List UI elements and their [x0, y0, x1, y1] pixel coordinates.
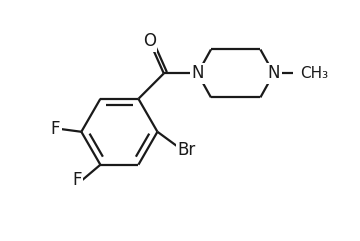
Text: O: O	[143, 32, 156, 50]
Text: CH₃: CH₃	[300, 66, 328, 81]
Text: Br: Br	[177, 141, 195, 159]
Text: N: N	[192, 64, 204, 82]
Text: F: F	[50, 120, 60, 138]
Text: N: N	[267, 64, 280, 82]
Text: F: F	[72, 171, 82, 189]
